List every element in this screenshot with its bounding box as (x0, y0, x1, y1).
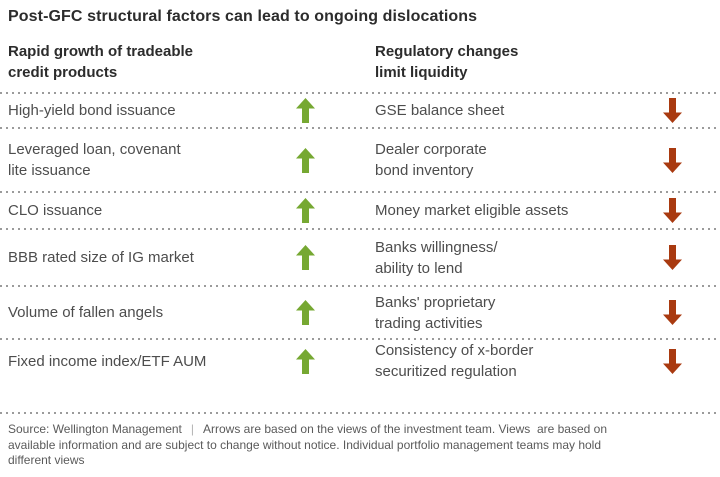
source-footnote: Source: Wellington Management | Arrows are… (8, 422, 712, 469)
dotted-divider (0, 338, 720, 340)
down-arrow-icon (655, 348, 689, 374)
dotted-divider (0, 228, 720, 230)
table-row: BBB rated size of IG market Banks willin… (0, 230, 720, 285)
up-arrow-icon (288, 147, 322, 173)
up-arrow-icon (288, 348, 322, 374)
table-row: Volume of fallen angels Banks' proprieta… (0, 287, 720, 338)
up-arrow-icon (288, 300, 322, 325)
column-headers: Rapid growth of tradeable credit product… (0, 41, 720, 83)
up-arrow-icon (288, 198, 322, 223)
down-arrow-icon (655, 245, 689, 270)
down-arrow-icon (655, 300, 689, 325)
factor-label: GSE balance sheet (375, 102, 505, 119)
page-title: Post-GFC structural factors can lead to … (8, 8, 478, 25)
table-row: High-yield bond issuance GSE balance she… (0, 94, 720, 127)
pipe-separator: | (190, 422, 195, 436)
factor-label: Leveraged loan, covenant lite issuance (8, 141, 181, 179)
table-row: Leveraged loan, covenant lite issuance D… (0, 129, 720, 191)
factor-label: BBB rated size of IG market (8, 249, 194, 266)
footnote-line: available information and are subject to… (8, 437, 602, 452)
factor-label: Money market eligible assets (375, 202, 569, 219)
dotted-divider (0, 191, 720, 193)
right-column-header: Regulatory changes limit liquidity (375, 43, 519, 81)
table-row: CLO issuance Money market eligible asset… (0, 193, 720, 228)
disclaimer-text: Arrows are based on the views of the inv… (203, 422, 608, 436)
up-arrow-icon (288, 245, 322, 270)
table-row: Fixed income index/ETF AUM Consistency o… (0, 340, 720, 412)
up-arrow-icon (288, 98, 322, 123)
footnote-line: different views (8, 453, 85, 467)
footnote-line: Source: Wellington Management | Arrows are… (8, 422, 712, 438)
source-text: Source: Wellington Management (8, 422, 182, 436)
factor-label: Volume of fallen angels (8, 304, 164, 321)
dotted-divider (0, 285, 720, 287)
factor-label: High-yield bond issuance (8, 102, 176, 119)
factor-label: Dealer corporate bond inventory (375, 141, 487, 179)
factor-label: Consistency of x-border securitized regu… (375, 342, 534, 380)
down-arrow-icon (655, 98, 689, 123)
factor-label: CLO issuance (8, 202, 103, 219)
factor-label: Banks willingness/ ability to lend (375, 238, 498, 277)
dotted-divider (0, 92, 720, 94)
factor-label: Banks' proprietary trading activities (375, 293, 496, 332)
dotted-divider (0, 412, 720, 414)
down-arrow-icon (655, 147, 689, 173)
factor-label: Fixed income index/ETF AUM (8, 352, 207, 370)
down-arrow-icon (655, 198, 689, 223)
left-column-header: Rapid growth of tradeable credit product… (8, 43, 194, 81)
dotted-divider (0, 127, 720, 129)
